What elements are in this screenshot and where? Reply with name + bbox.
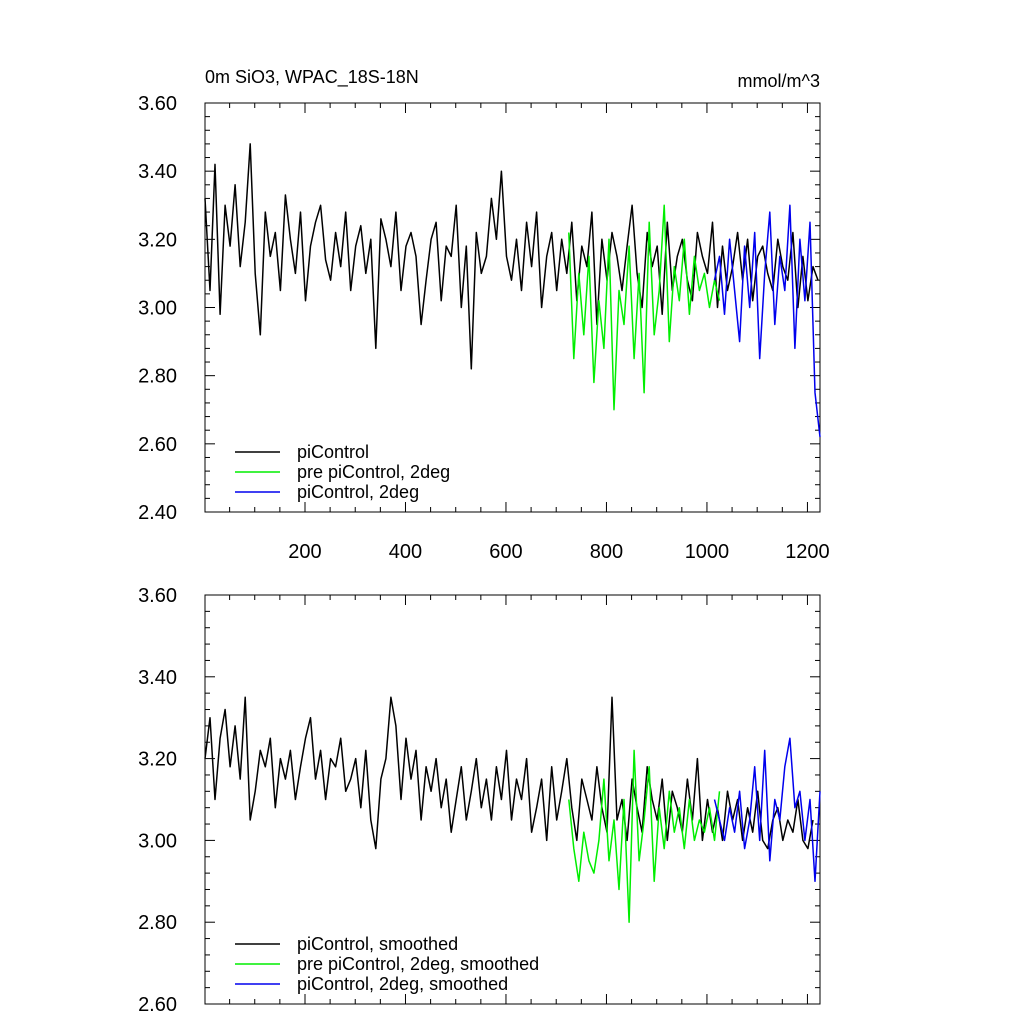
series-line-2: [568, 204, 721, 411]
y-tick-label: 3.00: [138, 830, 177, 852]
legend-label: pre piControl, 2deg: [297, 462, 450, 482]
bottom-chart-panel: 2.60 2.80 3.00 3.20 3.40 3.60 piControl, smoo…: [138, 585, 821, 1016]
y-tick-label: 3.00: [138, 298, 177, 320]
series-line-1: [204, 696, 814, 850]
y-tick-label: 3.20: [138, 229, 177, 251]
y-tick-label: 3.40: [138, 161, 177, 183]
y-tick-label: 2.40: [138, 502, 177, 524]
legend-label: piControl, 2deg, smoothed: [297, 974, 508, 994]
y-tick-label: 3.60: [138, 585, 177, 607]
top-chart-title: 0m SiO3, WPAC_18S-18N: [205, 67, 419, 88]
legend-label: piControl, 2deg: [297, 482, 419, 502]
y-tick-label: 2.80: [138, 912, 177, 934]
y-tick-label: 3.40: [138, 667, 177, 689]
x-tick-label: 1000: [685, 541, 730, 563]
top-chart-series: [204, 143, 821, 438]
y-tick-label: 2.60: [138, 434, 177, 456]
y-tick-label: 2.80: [138, 366, 177, 388]
x-tick-label: 200: [288, 541, 321, 563]
x-tick-label: 800: [590, 541, 623, 563]
bottom-chart-series: [204, 696, 821, 923]
legend-label: piControl: [297, 442, 369, 462]
top-chart-units: mmol/m^3: [738, 71, 820, 91]
y-tick-label: 3.20: [138, 749, 177, 771]
y-tick-label: 3.60: [138, 93, 177, 115]
series-line-3: [713, 737, 821, 883]
top-chart-panel: 0m SiO3, WPAC_18S-18N mmol/m^3 2.40 2.60 2…: [138, 67, 830, 563]
x-tick-label: 600: [489, 541, 522, 563]
x-tick-label: 1200: [785, 541, 830, 563]
series-line-3: [713, 204, 821, 438]
x-tick-label: 400: [389, 541, 422, 563]
bottom-chart-axes: 2.60 2.80 3.00 3.20 3.40 3.60: [138, 585, 821, 1016]
series-line-2: [568, 749, 721, 923]
legend-label: pre piControl, 2deg, smoothed: [297, 954, 539, 974]
y-tick-label: 2.60: [138, 994, 177, 1016]
legend-label: piControl, smoothed: [297, 934, 458, 954]
series-line-1: [204, 143, 819, 370]
